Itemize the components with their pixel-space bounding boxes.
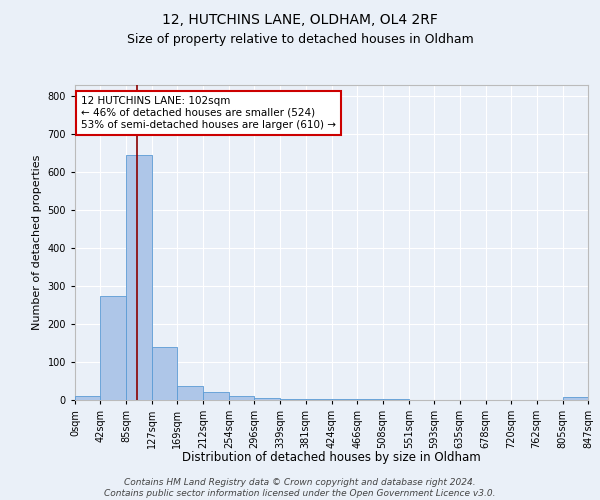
Y-axis label: Number of detached properties: Number of detached properties: [32, 155, 42, 330]
Bar: [332, 399, 357, 400]
Bar: [178, 386, 203, 400]
Bar: [306, 399, 332, 400]
Bar: [203, 392, 229, 400]
Text: Contains HM Land Registry data © Crown copyright and database right 2024.
Contai: Contains HM Land Registry data © Crown c…: [104, 478, 496, 498]
Text: 12, HUTCHINS LANE, OLDHAM, OL4 2RF: 12, HUTCHINS LANE, OLDHAM, OL4 2RF: [162, 12, 438, 26]
Bar: [357, 399, 383, 400]
Bar: [280, 399, 306, 400]
Bar: [75, 396, 100, 400]
Bar: [563, 397, 588, 400]
X-axis label: Distribution of detached houses by size in Oldham: Distribution of detached houses by size …: [182, 451, 481, 464]
Bar: [152, 347, 178, 400]
Bar: [229, 396, 254, 400]
Bar: [383, 399, 409, 400]
Text: 12 HUTCHINS LANE: 102sqm
← 46% of detached houses are smaller (524)
53% of semi-: 12 HUTCHINS LANE: 102sqm ← 46% of detach…: [81, 96, 336, 130]
Bar: [127, 155, 152, 400]
Text: Size of property relative to detached houses in Oldham: Size of property relative to detached ho…: [127, 32, 473, 46]
Bar: [254, 398, 280, 400]
Bar: [100, 296, 127, 400]
